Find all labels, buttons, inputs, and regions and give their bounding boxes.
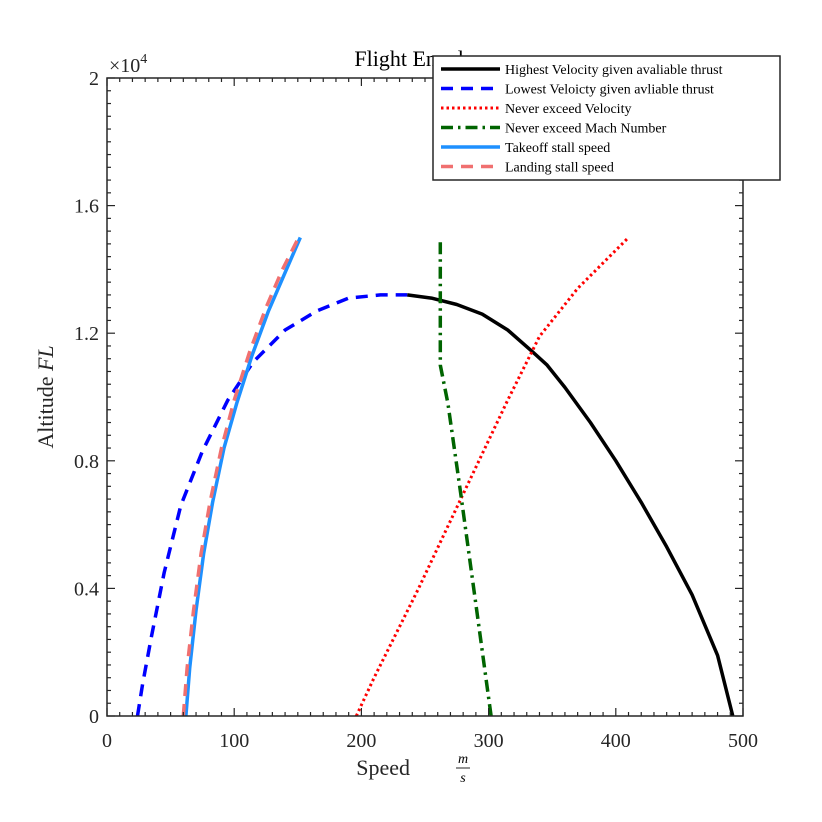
x-tick-label: 0	[102, 730, 112, 752]
x-axis-unit-denominator: s	[460, 771, 466, 786]
legend-items: Highest Velocity given avaliable thrust L…	[441, 63, 723, 176]
plot-area	[107, 78, 743, 716]
series-line-never-exceed-mach-number	[438, 237, 493, 717]
legend-label-landing-stall-speed: Landing stall speed	[505, 161, 614, 176]
y-multiplier-base: ×10	[109, 55, 140, 77]
y-multiplier: ×104	[109, 52, 147, 77]
y-axis-label-variable: FL	[33, 345, 58, 372]
x-tick-label: 200	[346, 730, 376, 752]
legend-label-lowest-veloicty-given-avliable-thrust: Lowest Veloicty given avliable thrust	[505, 83, 714, 98]
legend-label-takeoff-stall-speed: Takeoff stall speed	[505, 141, 610, 156]
y-tick-label: 0	[89, 706, 99, 728]
series-line-never-exceed-velocity	[354, 236, 630, 717]
y-tick-label: 0.8	[74, 451, 99, 473]
y-tick-label: 0.4	[74, 578, 99, 600]
series-line-highest-velocity-given-avaliable-thrust	[406, 293, 735, 717]
x-tick-label: 400	[601, 730, 631, 752]
y-tick-label: 1.6	[74, 196, 99, 218]
legend-box	[432, 55, 781, 181]
y-tick-label: 1.2	[74, 323, 99, 345]
legend-label-never-exceed-mach-number: Never exceed Mach Number	[505, 122, 667, 137]
series-line-lowest-veloicty-given-avliable-thrust	[135, 293, 408, 717]
x-axis-label: Speed	[356, 755, 410, 780]
x-tick-label: 100	[219, 730, 249, 752]
x-tick-labels: 0 100 200 300 400 500	[102, 730, 758, 752]
legend-label-never-exceed-velocity: Never exceed Velocity	[505, 102, 631, 117]
x-axis-unit-numerator: m	[458, 752, 468, 767]
y-axis-label: Altitude FL	[33, 345, 58, 448]
legend: Highest Velocity given avaliable thrust L…	[432, 55, 781, 181]
x-axis-unit-fraction: m s	[456, 752, 470, 786]
legend-label-highest-velocity-given-avaliable-thrust: Highest Velocity given avaliable thrust	[505, 63, 723, 78]
y-multiplier-exponent: 4	[140, 52, 147, 67]
series-line-takeoff-stall-speed	[184, 236, 302, 717]
x-tick-label: 300	[474, 730, 504, 752]
y-tick-label: 2	[89, 68, 99, 90]
y-tick-labels: 0 0.4 0.8 1.2 1.6 2	[74, 68, 99, 728]
series-line-landing-stall-speed	[181, 233, 302, 717]
x-tick-label: 500	[728, 730, 758, 752]
axes-box	[106, 77, 744, 717]
y-axis-label-text: Altitude	[33, 377, 58, 449]
series-layer	[135, 233, 735, 717]
